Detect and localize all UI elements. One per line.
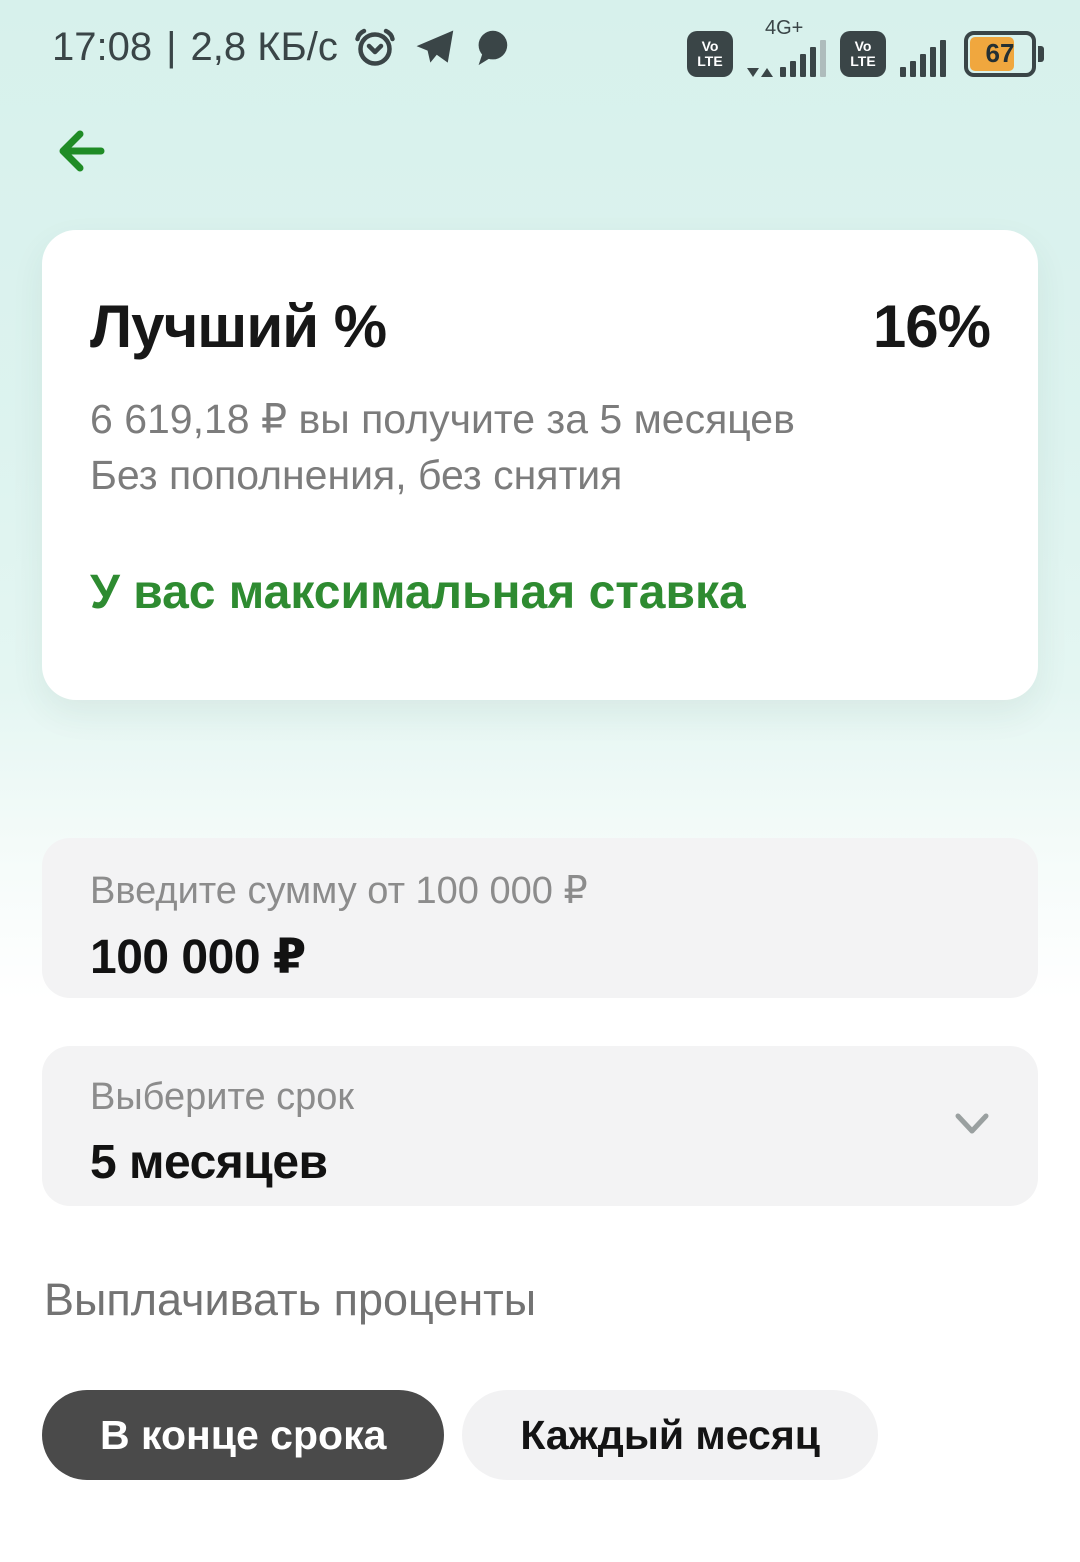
status-bar: 17:08 | 2,8 КБ/с <box>52 16 1044 78</box>
telegram-icon <box>412 25 456 69</box>
offer-title: Лучший % <box>90 293 387 360</box>
volte-top-label: Vo <box>854 37 872 54</box>
term-select[interactable]: Выберите срок 5 месяцев <box>42 1046 1038 1206</box>
amount-input-value: 100 000 ₽ <box>90 931 306 984</box>
volte-bottom-label: LTE <box>850 52 876 69</box>
battery-level: 67 <box>985 38 1015 68</box>
battery-nub <box>1038 45 1044 62</box>
status-left: 17:08 | 2,8 КБ/с <box>52 24 512 70</box>
offer-description-line1: 6 619,18 ₽ вы получите за 5 месяцев <box>90 396 795 442</box>
term-select-label: Выберите срок <box>90 1076 355 1118</box>
battery-indicator: 67 <box>964 30 1044 77</box>
volte-bottom-label: LTE <box>697 52 723 69</box>
clock: 17:08 <box>52 24 153 69</box>
chat-bubble-icon <box>470 26 512 68</box>
deposit-offer-card: Лучший % 16% 6 619,18 ₽ вы получите за 5… <box>42 230 1038 700</box>
payout-option-monthly[interactable]: Каждый месяц <box>462 1390 878 1480</box>
amount-input-label: Введите сумму от 100 000 ₽ <box>90 870 588 912</box>
arrow-left-icon <box>53 122 111 183</box>
payout-section-label: Выплачивать проценты <box>44 1274 537 1325</box>
data-rate: 2,8 КБ/с <box>190 24 338 69</box>
volte-top-label: Vo <box>701 37 719 54</box>
signal-sim1: 4G+ <box>747 18 826 77</box>
chevron-down-icon <box>952 1110 992 1143</box>
amount-input[interactable]: Введите сумму от 100 000 ₽ 100 000 ₽ <box>42 838 1038 998</box>
alarm-clock-icon <box>352 24 398 70</box>
offer-description: 6 619,18 ₽ вы получите за 5 месяцев Без … <box>90 391 990 503</box>
battery-fill <box>970 36 1014 71</box>
signal-bars-sim1 <box>747 39 826 77</box>
status-right: Vo LTE 4G+ Vo LTE <box>687 18 1044 77</box>
offer-title-row: Лучший % 16% <box>90 292 991 361</box>
data-activity-arrows <box>747 67 773 77</box>
offer-rate: 16% <box>872 293 991 360</box>
volte-badge-sim2: Vo LTE <box>840 30 886 77</box>
status-separator: | <box>166 24 177 69</box>
back-button[interactable] <box>52 122 112 182</box>
max-rate-highlight: У вас максимальная ставка <box>90 566 746 619</box>
volte-badge-sim1: Vo LTE <box>687 30 733 77</box>
payout-options: В конце срока Каждый месяц <box>42 1390 878 1480</box>
signal-bars-sim2 <box>900 39 946 77</box>
payout-option-end-of-term[interactable]: В конце срока <box>42 1390 445 1480</box>
offer-description-line2: Без пополнения, без снятия <box>90 452 623 498</box>
term-select-value: 5 месяцев <box>90 1136 328 1189</box>
network-type-label: 4G+ <box>765 16 804 39</box>
